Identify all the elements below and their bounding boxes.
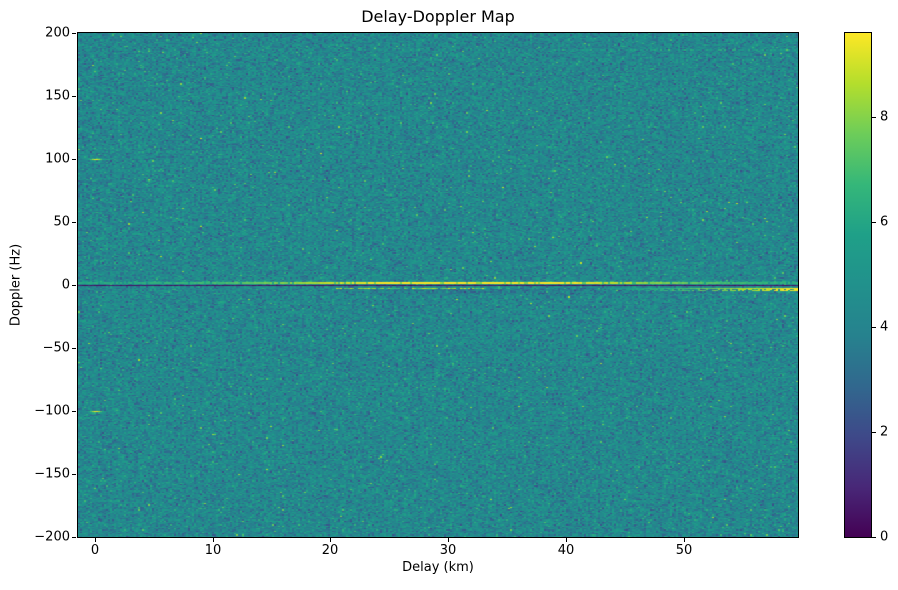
- y-tick-label: 100: [45, 151, 70, 167]
- heatmap-canvas: [78, 33, 798, 537]
- y-tick-mark: [72, 159, 76, 160]
- colorbar-tick-mark: [872, 222, 876, 223]
- y-tick-label: −200: [34, 529, 70, 545]
- y-axis-label: Doppler (Hz): [8, 243, 24, 327]
- y-tick-mark: [72, 285, 76, 286]
- colorbar-tick-label: 6: [880, 214, 889, 230]
- y-tick-mark: [72, 222, 76, 223]
- x-axis-label: Delay (km): [402, 560, 474, 575]
- y-tick-label: 50: [53, 214, 70, 230]
- y-tick-label: 150: [45, 88, 70, 104]
- y-tick-mark: [72, 348, 76, 349]
- colorbar-tick-mark: [872, 117, 876, 118]
- x-tick-mark: [95, 538, 96, 542]
- y-tick-mark: [72, 96, 76, 97]
- colorbar-tick-label: 8: [880, 109, 889, 125]
- colorbar-tick-mark: [872, 537, 876, 538]
- x-tick-mark: [684, 538, 685, 542]
- y-tick-mark: [72, 474, 76, 475]
- colorbar: [844, 32, 872, 538]
- x-tick-mark: [330, 538, 331, 542]
- x-tick-mark: [213, 538, 214, 542]
- x-tick-mark: [566, 538, 567, 542]
- y-tick-label: −150: [34, 466, 70, 482]
- x-tick-label: 30: [439, 543, 457, 558]
- y-tick-label: 0: [61, 277, 70, 293]
- colorbar-tick-label: 4: [880, 319, 889, 335]
- colorbar-tick-mark: [872, 327, 876, 328]
- x-tick-label: 0: [90, 543, 100, 558]
- heatmap-plot-area: [77, 32, 799, 538]
- x-tick-label: 40: [557, 543, 575, 558]
- y-tick-mark: [72, 33, 76, 34]
- x-tick-label: 20: [321, 543, 339, 558]
- colorbar-tick-mark: [872, 432, 876, 433]
- colorbar-tick-label: 2: [880, 424, 889, 440]
- chart-title: Delay-Doppler Map: [361, 7, 515, 26]
- colorbar-tick-label: 0: [880, 529, 889, 545]
- y-tick-mark: [72, 537, 76, 538]
- y-tick-mark: [72, 411, 76, 412]
- y-tick-label: −50: [42, 340, 70, 356]
- y-tick-label: 200: [45, 25, 70, 41]
- y-tick-label: −100: [34, 403, 70, 419]
- x-tick-label: 10: [204, 543, 222, 558]
- x-tick-mark: [448, 538, 449, 542]
- x-tick-label: 50: [675, 543, 693, 558]
